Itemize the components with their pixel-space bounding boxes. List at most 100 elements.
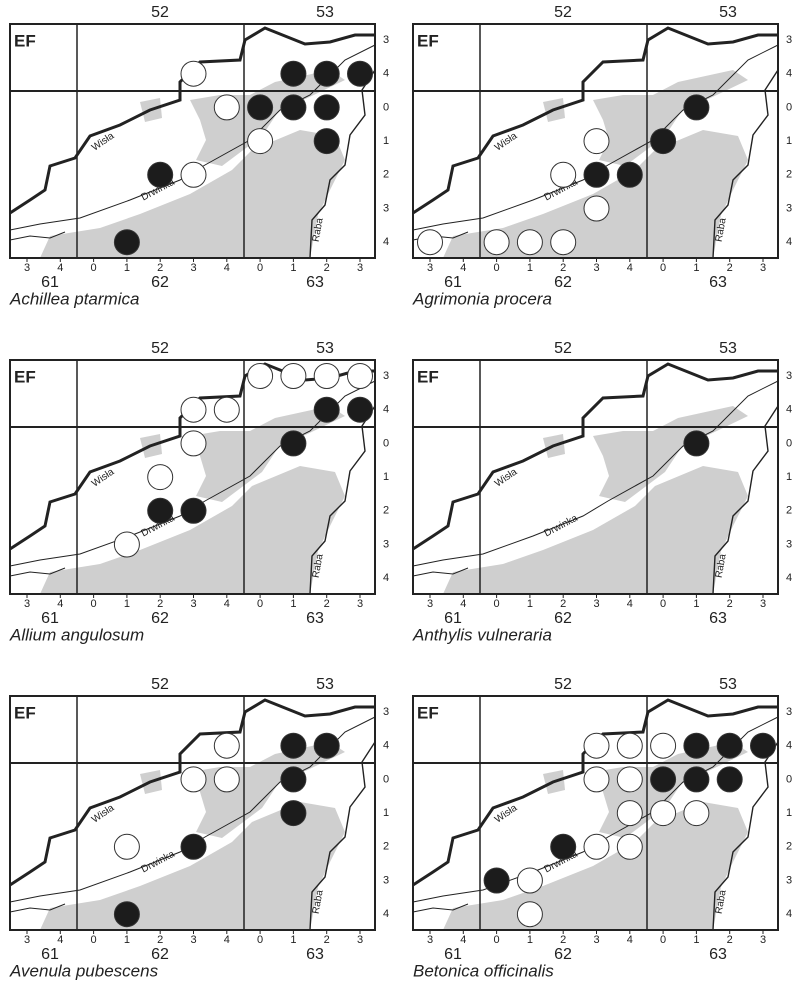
recent-record: [180, 497, 207, 524]
historic-record: [180, 161, 207, 188]
col-label: 0: [91, 934, 97, 946]
square-label: 63: [709, 274, 727, 291]
recent-record: [683, 94, 710, 121]
historic-record: [313, 363, 340, 389]
historic-record: [550, 229, 577, 256]
row-label: 2: [786, 169, 792, 181]
col-label: 1: [693, 262, 699, 274]
row-label: 4: [383, 236, 389, 248]
historic-record: [650, 800, 677, 827]
historic-record: [180, 430, 207, 457]
recent-record: [650, 766, 677, 793]
historic-record: [550, 161, 577, 188]
historic-record: [213, 766, 240, 793]
col-label: 3: [427, 934, 433, 946]
col-label: 4: [224, 598, 230, 610]
col-label: 3: [24, 598, 30, 610]
col-label: 1: [527, 598, 533, 610]
col-label: 4: [460, 934, 466, 946]
recent-record: [147, 161, 174, 188]
col-label: 4: [224, 262, 230, 274]
square-label: 61: [444, 946, 462, 963]
recent-record: [147, 497, 174, 524]
col-label: 2: [727, 262, 733, 274]
river-label: Raba: [311, 553, 326, 579]
recent-record: [113, 901, 140, 928]
row-label: 4: [786, 236, 792, 248]
col-label: 1: [693, 934, 699, 946]
row-label: 4: [786, 572, 792, 584]
col-label: 1: [124, 598, 130, 610]
square-label: 52: [554, 676, 572, 693]
row-label: 4: [383, 740, 389, 752]
recent-record: [347, 396, 373, 423]
col-label: 0: [660, 934, 666, 946]
col-label: 4: [224, 934, 230, 946]
col-label: 0: [660, 598, 666, 610]
col-label: 0: [257, 598, 263, 610]
recent-record: [280, 430, 307, 457]
col-label: 1: [124, 262, 130, 274]
col-label: 4: [57, 262, 63, 274]
col-label: 1: [527, 934, 533, 946]
row-label: 4: [383, 908, 389, 920]
recent-record: [583, 161, 610, 188]
col-label: 3: [24, 262, 30, 274]
species-name: Anthylis vulneraria: [412, 625, 552, 644]
col-label: 4: [460, 598, 466, 610]
row-label: 0: [383, 437, 389, 449]
row-label: 2: [786, 841, 792, 853]
col-label: 1: [693, 598, 699, 610]
square-label: 62: [554, 274, 572, 291]
col-label: 1: [527, 262, 533, 274]
row-label: 3: [786, 370, 792, 382]
historic-record: [113, 833, 140, 860]
square-label: 52: [554, 4, 572, 21]
row-label: 2: [383, 841, 389, 853]
historic-record: [213, 94, 240, 121]
historic-record: [516, 867, 543, 894]
col-label: 2: [157, 598, 163, 610]
square-label: 63: [709, 610, 727, 627]
row-label: 4: [786, 740, 792, 752]
square-label: 52: [554, 340, 572, 357]
row-label: 3: [383, 706, 389, 718]
col-label: 4: [57, 598, 63, 610]
row-label: 2: [786, 505, 792, 517]
historic-record: [180, 766, 207, 793]
row-label: 1: [383, 135, 389, 147]
recent-record: [313, 396, 340, 423]
row-label: 1: [786, 807, 792, 819]
recent-record: [483, 867, 510, 894]
col-label: 1: [290, 934, 296, 946]
historic-record: [583, 732, 610, 759]
col-label: 3: [760, 934, 766, 946]
col-label: 3: [593, 934, 599, 946]
historic-record: [583, 195, 610, 222]
river-label: Raba: [311, 217, 326, 243]
col-label: 2: [324, 598, 330, 610]
corner-label: EF: [14, 31, 36, 50]
river-label: Raba: [714, 217, 729, 243]
col-label: 0: [494, 598, 500, 610]
recent-record: [716, 766, 743, 793]
historic-record: [483, 229, 510, 256]
col-label: 2: [324, 934, 330, 946]
historic-record: [280, 363, 307, 389]
square-label: 62: [554, 946, 572, 963]
recent-record: [716, 732, 743, 759]
square-label: 62: [151, 610, 169, 627]
row-label: 1: [786, 471, 792, 483]
square-label: 63: [306, 946, 324, 963]
recent-record: [683, 732, 710, 759]
col-label: 3: [593, 598, 599, 610]
historic-record: [583, 833, 610, 860]
col-label: 4: [627, 598, 633, 610]
historic-record: [516, 901, 543, 928]
row-label: 2: [383, 505, 389, 517]
historic-record: [347, 363, 373, 389]
row-label: 3: [383, 202, 389, 214]
recent-record: [313, 128, 340, 155]
